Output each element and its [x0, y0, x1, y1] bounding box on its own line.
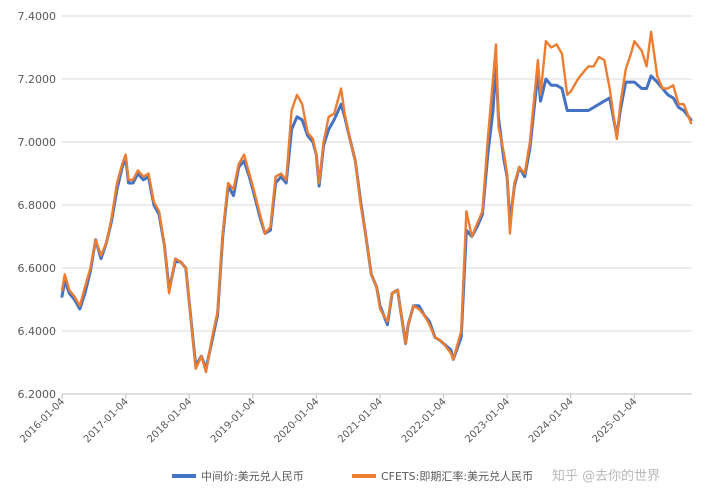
- y-tick-label: 6.2000: [18, 388, 57, 401]
- legend-label-series-2: CFETS:即期汇率:美元兑人民币: [381, 469, 533, 483]
- x-tick-label: 2021-01-04: [336, 396, 385, 445]
- y-tick-label: 6.4000: [18, 325, 57, 338]
- series-lines: [60, 30, 693, 374]
- series-line-1: [60, 61, 693, 371]
- x-tick-label: 2024-01-04: [527, 396, 576, 445]
- x-tick-label: 2019-01-04: [209, 396, 258, 445]
- y-tick-label: 7.4000: [18, 10, 57, 23]
- y-tick-label: 7.2000: [18, 73, 57, 86]
- legend-label-series-1: 中间价:美元兑人民币: [201, 469, 304, 483]
- x-tick-label: 2018-01-04: [145, 396, 194, 445]
- x-tick-label: 2016-01-04: [18, 396, 67, 445]
- x-tick-label: 2020-01-04: [273, 396, 322, 445]
- y-tick-label: 7.0000: [18, 136, 57, 149]
- y-tick-label: 6.6000: [18, 262, 57, 275]
- y-tick-label: 6.8000: [18, 199, 57, 212]
- legend: 中间价:美元兑人民币 CFETS:即期汇率:美元兑人民币: [172, 469, 533, 483]
- x-axis: 2016-01-04 2017-01-04 2018-01-04 2019-01-04…: [18, 393, 692, 445]
- series-line-2: [60, 30, 693, 374]
- x-tick-label: 2017-01-04: [82, 396, 131, 445]
- x-tick-label: 2023-01-04: [463, 396, 512, 445]
- watermark: 知乎 @去你的世界: [552, 468, 660, 484]
- x-tick-label: 2025-01-04: [591, 396, 640, 445]
- x-tick-label: 2022-01-04: [400, 396, 449, 445]
- y-axis: 6.2000 6.4000 6.6000 6.8000 7.0000 7.2000 7.40…: [18, 10, 57, 401]
